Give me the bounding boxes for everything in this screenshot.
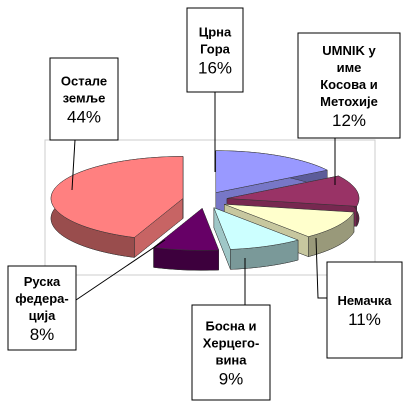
label-box [326,261,403,359]
value-label: 16% [198,58,232,77]
category-label: Немачка [337,293,392,308]
category-label: Метохије [320,94,378,109]
category-label: Црна [199,24,232,39]
category-label: Остале [61,73,107,88]
category-label: земље [63,90,106,105]
category-label: федера- [15,291,68,306]
category-label: UMNIK у [322,43,376,58]
leader-line [71,139,76,191]
pie-slice [152,207,220,271]
category-label: Гора [200,41,231,56]
label-box [7,265,77,351]
pie-slice [213,207,299,270]
slice-side [153,247,219,271]
category-label: Косова и [320,77,378,92]
slice-top [152,207,220,251]
slice-top [213,207,299,250]
category-label: Руска [24,274,61,289]
value-label: 11% [348,310,381,329]
slice-top [215,150,329,193]
category-label: име [337,60,362,75]
label-box [191,304,271,401]
slice-top [50,156,184,238]
category-label: ција [29,308,57,323]
slice-top [224,204,355,237]
label-box [186,7,244,93]
label-box [49,57,119,141]
category-label: Херцего- [203,335,260,350]
category-label: Босна и [205,318,256,333]
slice-top [226,175,360,207]
leader-line [315,237,327,299]
pie-slice [50,156,184,258]
value-label: 8% [30,325,55,344]
category-label: вина [215,352,247,367]
leader-line [75,239,166,301]
value-label: 44% [67,107,101,126]
value-label: 12% [332,111,366,130]
value-label: 9% [219,369,244,388]
label-box [297,32,401,139]
